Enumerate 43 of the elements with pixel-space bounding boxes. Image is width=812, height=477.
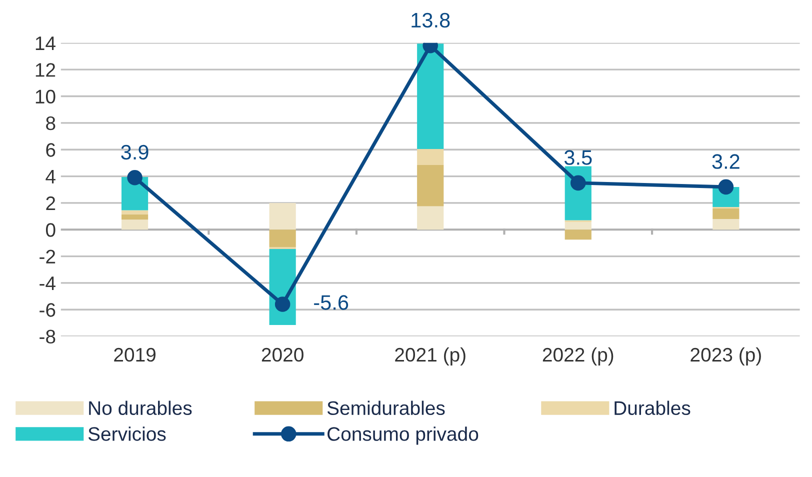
- legend-label: Semidurables: [327, 400, 445, 416]
- legend-label: No durables: [89, 400, 192, 416]
- data-label: 3.9: [121, 144, 148, 160]
- y-tick-label: 4: [46, 170, 56, 184]
- y-tick-label: 10: [36, 90, 56, 104]
- x-tick-label: 2023 (p): [690, 347, 761, 366]
- x-tick-label: 2020: [262, 348, 304, 362]
- x-tick-label: 2022 (p): [542, 347, 614, 366]
- point: [570, 175, 586, 191]
- bar: [417, 206, 444, 230]
- legend-label: Durables: [614, 400, 690, 416]
- bar: [564, 222, 592, 230]
- x-tick-label: 2021 (p): [395, 347, 466, 366]
- bar: [712, 218, 740, 230]
- y-tick-label: 0: [46, 223, 56, 237]
- y-tick-label: 6: [46, 143, 56, 157]
- y-tick-label: 12: [36, 63, 56, 77]
- bar: [417, 148, 444, 165]
- data-label: -5.6: [314, 295, 348, 310]
- y-tick-label: -6: [40, 303, 56, 317]
- y-tick-label: 2: [46, 196, 56, 210]
- bar: [417, 44, 444, 149]
- bar: [269, 202, 296, 230]
- y-tick-label: 8: [46, 116, 56, 130]
- data-label: 3.2: [712, 154, 740, 169]
- point: [718, 179, 734, 195]
- bar: [269, 230, 296, 247]
- bar: [121, 214, 148, 220]
- data-label: 3.5: [564, 150, 592, 165]
- point: [127, 170, 142, 186]
- legend-label: Servicios: [88, 426, 166, 441]
- y-tick-label: 14: [36, 36, 56, 50]
- data-label: 13.8: [412, 12, 450, 28]
- bar: [121, 210, 148, 214]
- bar: [564, 230, 592, 240]
- y-tick-label: -2: [40, 250, 56, 264]
- y-tick-label: -4: [40, 276, 56, 290]
- x-tick-label: 2019: [114, 348, 156, 362]
- bar: [712, 208, 740, 219]
- bar: [417, 164, 444, 206]
- bar: [121, 220, 148, 230]
- legend-label: Consumo privado: [328, 426, 478, 445]
- y-tick-label: -8: [40, 330, 56, 344]
